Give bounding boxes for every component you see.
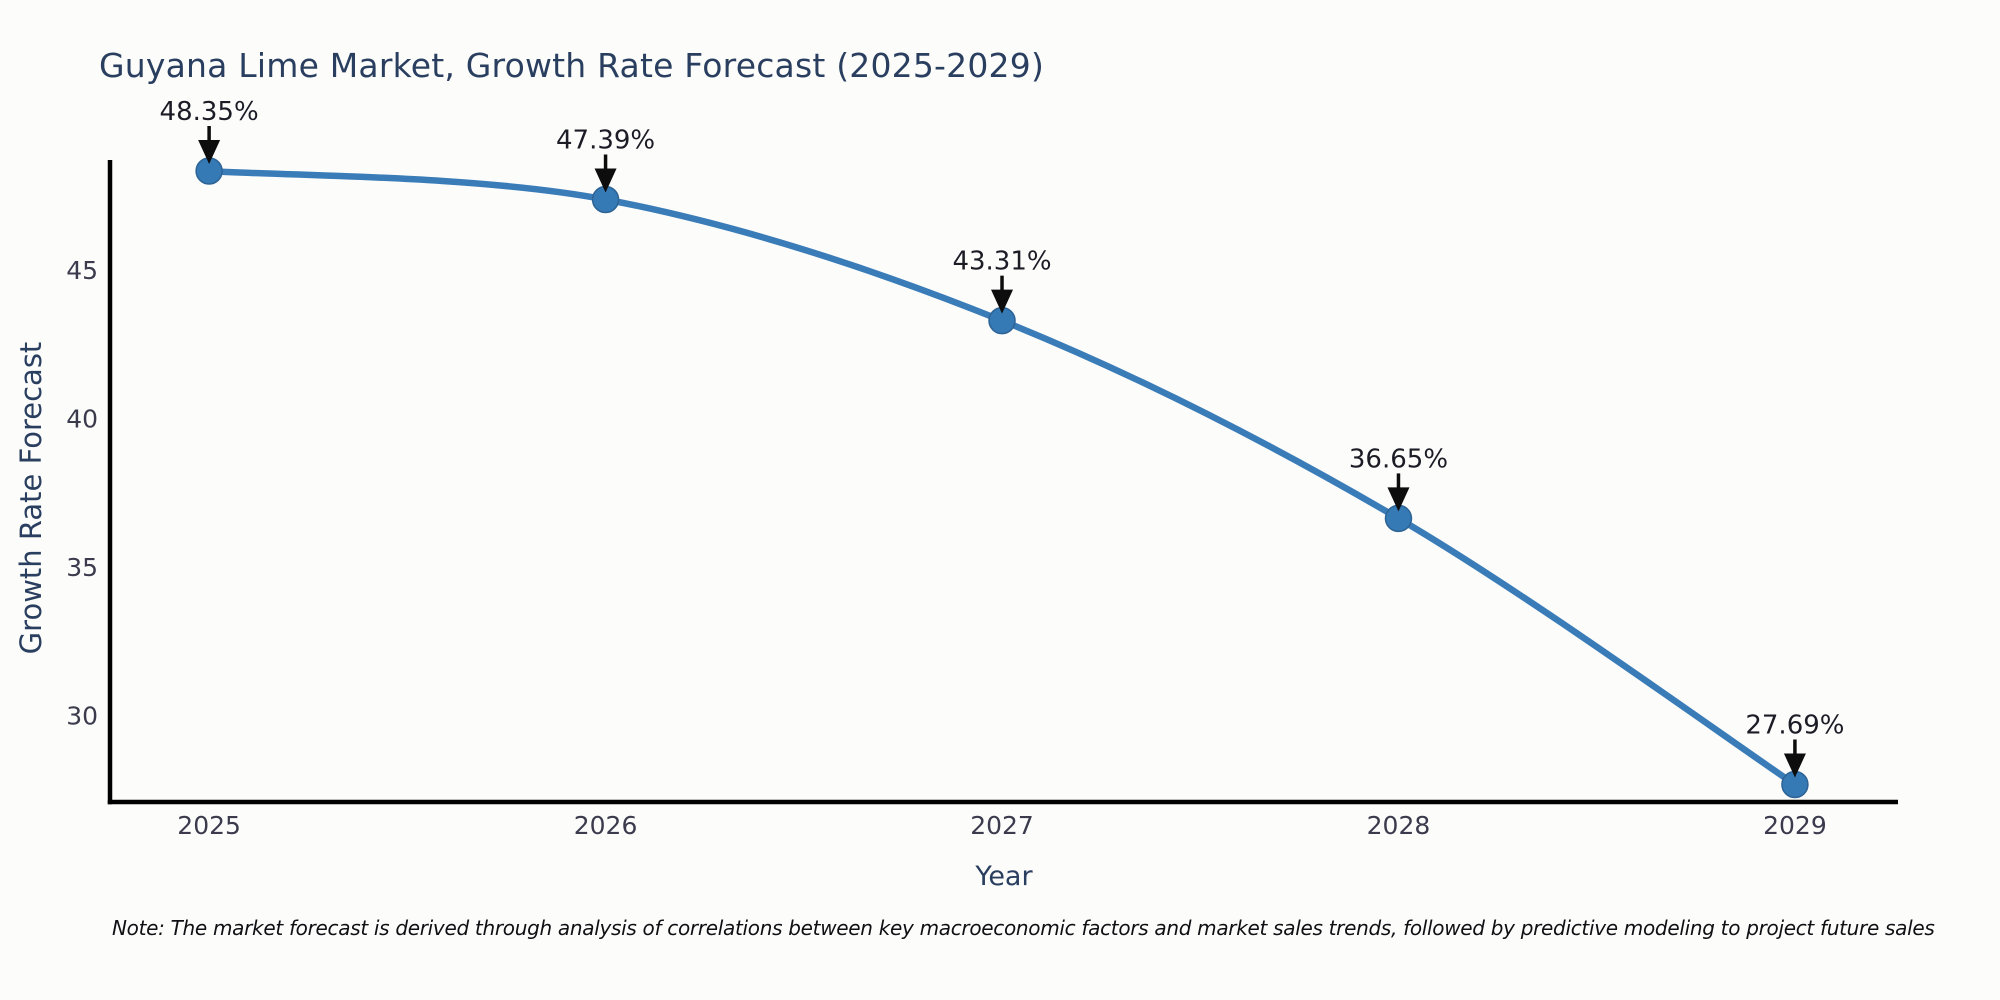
x-tick-label: 2025 (177, 811, 241, 840)
chart-title: Guyana Lime Market, Growth Rate Forecast… (99, 46, 1045, 85)
x-tick-label: 2026 (574, 811, 638, 840)
y-tick-label: 30 (66, 701, 98, 730)
x-tick-label: 2028 (1367, 811, 1431, 840)
annotation-arrowhead (594, 168, 617, 193)
annotation-label: 27.69% (1745, 710, 1844, 740)
annotation-arrowhead (1387, 487, 1410, 512)
annotation-arrowhead (1783, 753, 1806, 778)
x-tick-label: 2027 (970, 811, 1034, 840)
y-tick-label: 35 (66, 553, 98, 582)
y-tick-label: 40 (66, 404, 98, 433)
annotation-label: 36.65% (1349, 444, 1448, 474)
y-tick-label: 45 (66, 256, 98, 285)
annotation-arrowhead (991, 289, 1014, 314)
annotation-label: 47.39% (556, 125, 655, 155)
annotation-arrowhead (198, 139, 221, 164)
x-tick-label: 2029 (1763, 811, 1827, 840)
x-axis-title: Year (975, 861, 1033, 892)
footnote: Note: The market forecast is derived thr… (112, 916, 1935, 940)
annotation-label: 43.31% (952, 247, 1051, 277)
annotation-label: 48.35% (160, 97, 259, 127)
